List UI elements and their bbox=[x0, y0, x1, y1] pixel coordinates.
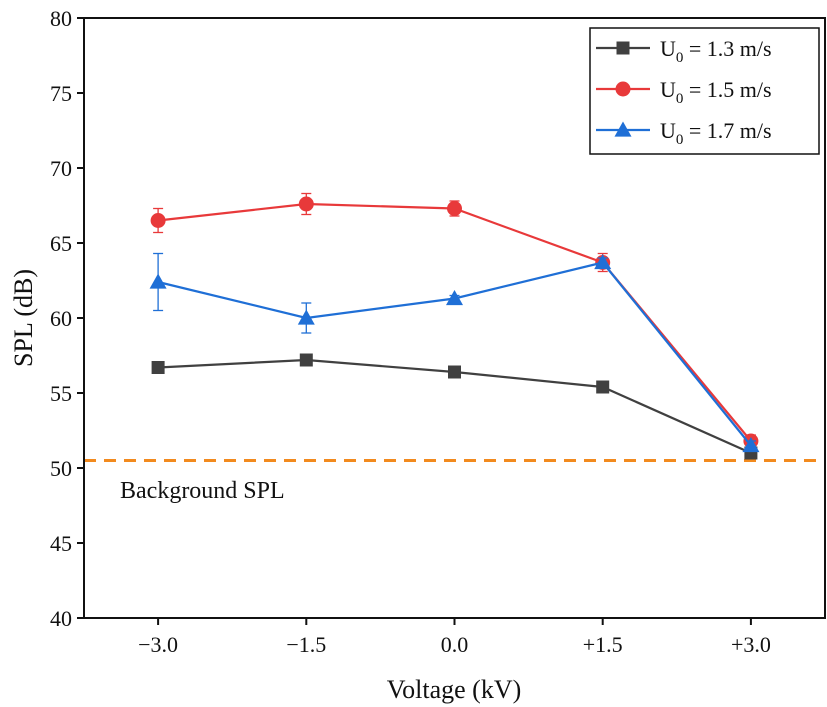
data-point bbox=[594, 254, 612, 270]
reference-line-label: Background SPL bbox=[120, 478, 285, 504]
y-tick-label: 70 bbox=[50, 156, 72, 181]
data-point bbox=[297, 309, 315, 325]
legend-label: U0 = 1.7 m/s bbox=[660, 118, 772, 148]
data-point bbox=[299, 353, 313, 367]
series-layer bbox=[149, 192, 760, 460]
data-point bbox=[615, 81, 631, 97]
data-point bbox=[149, 273, 167, 289]
x-tick-label: +1.5 bbox=[583, 632, 623, 657]
y-tick-label: 80 bbox=[50, 6, 72, 31]
series-line bbox=[157, 261, 752, 447]
data-point bbox=[447, 201, 462, 216]
legend-label: U0 = 1.5 m/s bbox=[660, 77, 772, 107]
series-2 bbox=[150, 192, 759, 449]
y-tick-label: 60 bbox=[50, 306, 72, 331]
y-tick-label: 45 bbox=[50, 531, 72, 556]
y-tick-label: 40 bbox=[50, 606, 72, 631]
x-axis-title: Voltage (kV) bbox=[387, 675, 522, 704]
data-point bbox=[150, 213, 166, 228]
y-tick-label: 75 bbox=[50, 81, 72, 106]
y-tick-label: 50 bbox=[50, 456, 72, 481]
data-point bbox=[448, 365, 461, 379]
y-axis-title: SPL (dB) bbox=[9, 269, 38, 367]
data-point bbox=[616, 41, 630, 55]
x-tick-label: 0.0 bbox=[441, 632, 469, 657]
legend: U0 = 1.3 m/s U0 = 1.5 m/s U0 = 1.7 m/s bbox=[589, 27, 820, 155]
x-tick-label: +3.0 bbox=[731, 632, 771, 657]
x-tick-label: −3.0 bbox=[138, 632, 178, 657]
data-point bbox=[298, 196, 314, 212]
legend-item-3: U0 = 1.7 m/s bbox=[596, 118, 772, 148]
series-1 bbox=[151, 353, 758, 460]
legend-label: U0 = 1.3 m/s bbox=[660, 36, 772, 66]
data-point bbox=[742, 437, 760, 453]
series-3 bbox=[149, 252, 760, 453]
series-line bbox=[157, 202, 752, 442]
data-point bbox=[151, 361, 165, 374]
x-tick-label: −1.5 bbox=[286, 632, 326, 657]
y-tick-label: 55 bbox=[50, 381, 72, 406]
y-tick-label: 65 bbox=[50, 231, 72, 256]
legend-item-2: U0 = 1.5 m/s bbox=[596, 77, 772, 107]
axes-layer: 40 45 50 55 60 65 70 75 80 −3.0 −1.5 0.0 +1.5 +3.0 bbox=[50, 6, 826, 657]
data-point bbox=[446, 290, 463, 306]
legend-item-1: U0 = 1.3 m/s bbox=[596, 36, 772, 66]
data-point bbox=[614, 121, 632, 137]
data-point bbox=[596, 380, 610, 394]
